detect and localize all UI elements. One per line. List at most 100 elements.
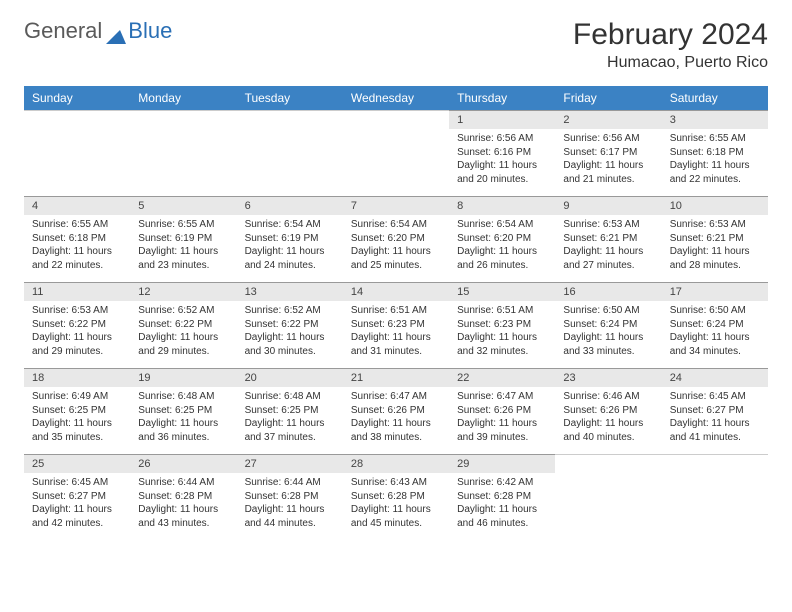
- day-number: 26: [130, 454, 236, 473]
- day-number: 23: [555, 368, 661, 387]
- day-number: 5: [130, 196, 236, 215]
- day-content: Sunrise: 6:45 AMSunset: 6:27 PMDaylight:…: [662, 387, 768, 450]
- calendar-week-row: 11Sunrise: 6:53 AMSunset: 6:22 PMDayligh…: [24, 282, 768, 368]
- header: General Blue February 2024 Humacao, Puer…: [24, 18, 768, 72]
- day-number: 27: [237, 454, 343, 473]
- calendar-cell: 11Sunrise: 6:53 AMSunset: 6:22 PMDayligh…: [24, 282, 130, 368]
- calendar-cell: 17Sunrise: 6:50 AMSunset: 6:24 PMDayligh…: [662, 282, 768, 368]
- day-content: Sunrise: 6:47 AMSunset: 6:26 PMDaylight:…: [343, 387, 449, 450]
- calendar-cell: 2Sunrise: 6:56 AMSunset: 6:17 PMDaylight…: [555, 110, 661, 196]
- logo-sail-icon: [106, 24, 126, 38]
- day-number: 20: [237, 368, 343, 387]
- calendar-cell: [555, 454, 661, 540]
- day-content: Sunrise: 6:53 AMSunset: 6:21 PMDaylight:…: [555, 215, 661, 278]
- calendar-table: SundayMondayTuesdayWednesdayThursdayFrid…: [24, 86, 768, 540]
- calendar-cell: [343, 110, 449, 196]
- day-content: Sunrise: 6:52 AMSunset: 6:22 PMDaylight:…: [130, 301, 236, 364]
- calendar-cell: 1Sunrise: 6:56 AMSunset: 6:16 PMDaylight…: [449, 110, 555, 196]
- day-number: 9: [555, 196, 661, 215]
- weekday-header: Wednesday: [343, 86, 449, 110]
- weekday-header: Saturday: [662, 86, 768, 110]
- day-number: 24: [662, 368, 768, 387]
- calendar-week-row: 25Sunrise: 6:45 AMSunset: 6:27 PMDayligh…: [24, 454, 768, 540]
- day-content: Sunrise: 6:42 AMSunset: 6:28 PMDaylight:…: [449, 473, 555, 536]
- day-content: Sunrise: 6:49 AMSunset: 6:25 PMDaylight:…: [24, 387, 130, 450]
- day-number: 8: [449, 196, 555, 215]
- day-content: Sunrise: 6:46 AMSunset: 6:26 PMDaylight:…: [555, 387, 661, 450]
- location: Humacao, Puerto Rico: [573, 54, 768, 72]
- calendar-week-row: 1Sunrise: 6:56 AMSunset: 6:16 PMDaylight…: [24, 110, 768, 196]
- day-number: 13: [237, 282, 343, 301]
- day-number: 21: [343, 368, 449, 387]
- calendar-week-row: 18Sunrise: 6:49 AMSunset: 6:25 PMDayligh…: [24, 368, 768, 454]
- day-content: Sunrise: 6:51 AMSunset: 6:23 PMDaylight:…: [343, 301, 449, 364]
- day-number: 4: [24, 196, 130, 215]
- calendar-cell: [24, 110, 130, 196]
- calendar-cell: 3Sunrise: 6:55 AMSunset: 6:18 PMDaylight…: [662, 110, 768, 196]
- day-number: 12: [130, 282, 236, 301]
- weekday-header: Thursday: [449, 86, 555, 110]
- weekday-header: Tuesday: [237, 86, 343, 110]
- calendar-cell: 10Sunrise: 6:53 AMSunset: 6:21 PMDayligh…: [662, 196, 768, 282]
- calendar-cell: 4Sunrise: 6:55 AMSunset: 6:18 PMDaylight…: [24, 196, 130, 282]
- calendar-cell: 5Sunrise: 6:55 AMSunset: 6:19 PMDaylight…: [130, 196, 236, 282]
- day-content: Sunrise: 6:44 AMSunset: 6:28 PMDaylight:…: [130, 473, 236, 536]
- title-block: February 2024 Humacao, Puerto Rico: [573, 18, 768, 72]
- weekday-header: Monday: [130, 86, 236, 110]
- calendar-cell: 19Sunrise: 6:48 AMSunset: 6:25 PMDayligh…: [130, 368, 236, 454]
- calendar-cell: 25Sunrise: 6:45 AMSunset: 6:27 PMDayligh…: [24, 454, 130, 540]
- day-number: 29: [449, 454, 555, 473]
- day-number: 1: [449, 110, 555, 129]
- day-content: Sunrise: 6:55 AMSunset: 6:19 PMDaylight:…: [130, 215, 236, 278]
- day-number: 2: [555, 110, 661, 129]
- calendar-cell: [237, 110, 343, 196]
- calendar-cell: 6Sunrise: 6:54 AMSunset: 6:19 PMDaylight…: [237, 196, 343, 282]
- calendar-cell: [130, 110, 236, 196]
- day-content: Sunrise: 6:51 AMSunset: 6:23 PMDaylight:…: [449, 301, 555, 364]
- logo-text-general: General: [24, 18, 102, 44]
- calendar-week-row: 4Sunrise: 6:55 AMSunset: 6:18 PMDaylight…: [24, 196, 768, 282]
- calendar-cell: 28Sunrise: 6:43 AMSunset: 6:28 PMDayligh…: [343, 454, 449, 540]
- day-number: 14: [343, 282, 449, 301]
- day-content: Sunrise: 6:54 AMSunset: 6:20 PMDaylight:…: [343, 215, 449, 278]
- month-title: February 2024: [573, 18, 768, 52]
- calendar-cell: 16Sunrise: 6:50 AMSunset: 6:24 PMDayligh…: [555, 282, 661, 368]
- day-content: Sunrise: 6:50 AMSunset: 6:24 PMDaylight:…: [555, 301, 661, 364]
- day-number: 15: [449, 282, 555, 301]
- calendar-cell: 26Sunrise: 6:44 AMSunset: 6:28 PMDayligh…: [130, 454, 236, 540]
- day-content: Sunrise: 6:48 AMSunset: 6:25 PMDaylight:…: [130, 387, 236, 450]
- day-number: 11: [24, 282, 130, 301]
- day-content: Sunrise: 6:53 AMSunset: 6:22 PMDaylight:…: [24, 301, 130, 364]
- day-number: 18: [24, 368, 130, 387]
- day-content: Sunrise: 6:54 AMSunset: 6:19 PMDaylight:…: [237, 215, 343, 278]
- calendar-cell: 22Sunrise: 6:47 AMSunset: 6:26 PMDayligh…: [449, 368, 555, 454]
- day-content: Sunrise: 6:48 AMSunset: 6:25 PMDaylight:…: [237, 387, 343, 450]
- calendar-cell: 13Sunrise: 6:52 AMSunset: 6:22 PMDayligh…: [237, 282, 343, 368]
- calendar-cell: 9Sunrise: 6:53 AMSunset: 6:21 PMDaylight…: [555, 196, 661, 282]
- calendar-cell: 14Sunrise: 6:51 AMSunset: 6:23 PMDayligh…: [343, 282, 449, 368]
- calendar-cell: 12Sunrise: 6:52 AMSunset: 6:22 PMDayligh…: [130, 282, 236, 368]
- day-number: 25: [24, 454, 130, 473]
- logo-text-blue: Blue: [128, 18, 172, 44]
- day-content: Sunrise: 6:54 AMSunset: 6:20 PMDaylight:…: [449, 215, 555, 278]
- day-content: Sunrise: 6:43 AMSunset: 6:28 PMDaylight:…: [343, 473, 449, 536]
- day-content: Sunrise: 6:44 AMSunset: 6:28 PMDaylight:…: [237, 473, 343, 536]
- calendar-cell: 7Sunrise: 6:54 AMSunset: 6:20 PMDaylight…: [343, 196, 449, 282]
- day-content: Sunrise: 6:56 AMSunset: 6:16 PMDaylight:…: [449, 129, 555, 192]
- day-content: Sunrise: 6:52 AMSunset: 6:22 PMDaylight:…: [237, 301, 343, 364]
- calendar-cell: 23Sunrise: 6:46 AMSunset: 6:26 PMDayligh…: [555, 368, 661, 454]
- calendar-cell: 8Sunrise: 6:54 AMSunset: 6:20 PMDaylight…: [449, 196, 555, 282]
- day-content: Sunrise: 6:47 AMSunset: 6:26 PMDaylight:…: [449, 387, 555, 450]
- day-content: Sunrise: 6:55 AMSunset: 6:18 PMDaylight:…: [662, 129, 768, 192]
- calendar-cell: 15Sunrise: 6:51 AMSunset: 6:23 PMDayligh…: [449, 282, 555, 368]
- day-number: 10: [662, 196, 768, 215]
- day-number: 17: [662, 282, 768, 301]
- calendar-cell: [662, 454, 768, 540]
- day-number: 3: [662, 110, 768, 129]
- day-number: 19: [130, 368, 236, 387]
- weekday-header: Sunday: [24, 86, 130, 110]
- day-content: Sunrise: 6:45 AMSunset: 6:27 PMDaylight:…: [24, 473, 130, 536]
- calendar-cell: 24Sunrise: 6:45 AMSunset: 6:27 PMDayligh…: [662, 368, 768, 454]
- weekday-header: Friday: [555, 86, 661, 110]
- calendar-cell: 21Sunrise: 6:47 AMSunset: 6:26 PMDayligh…: [343, 368, 449, 454]
